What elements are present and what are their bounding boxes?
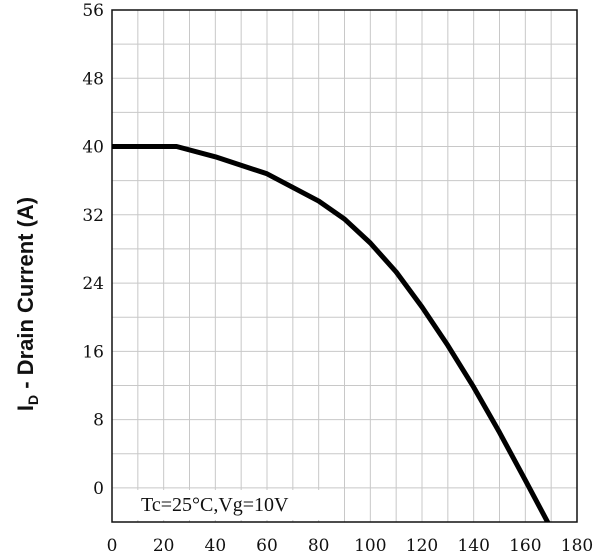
plot-border [111, 9, 578, 523]
x-tick-label: 100 [354, 536, 386, 556]
y-axis-label-subscript: D [25, 395, 41, 405]
x-tick-label: 140 [457, 536, 489, 556]
x-tick-label: 160 [509, 536, 541, 556]
x-tick-label: 0 [107, 536, 118, 556]
annotation-background [134, 490, 330, 520]
y-tick-label: 56 [82, 1, 104, 21]
annotation-text: Tc=25°C,Vg=10V [141, 494, 289, 516]
y-tick-label: 16 [82, 342, 104, 362]
y-tick-label: 32 [82, 206, 104, 226]
x-tick-label: 40 [205, 536, 227, 556]
grid-minor [111, 9, 578, 523]
y-tick-label: 0 [93, 479, 104, 499]
y-axis-label-text: - Drain Current (A) [13, 197, 38, 395]
x-tick-label: 60 [256, 536, 278, 556]
y-tick-label: 48 [82, 69, 104, 89]
y-tick-label: 40 [82, 138, 104, 158]
y-axis-label-symbol: I [13, 405, 38, 411]
x-tick-label: 80 [308, 536, 330, 556]
x-tick-labels: 0 20 40 60 80 100 120 140 160 180 [107, 536, 594, 556]
x-tick-label: 120 [406, 536, 438, 556]
annotation-box: Tc=25°C,Vg=10V [134, 490, 330, 520]
y-tick-label: 24 [82, 274, 104, 294]
series-line [112, 144, 551, 522]
y-axis-label: ID - Drain Current (A) [13, 197, 41, 411]
x-tick-label: 180 [561, 536, 593, 556]
x-tick-label: 20 [153, 536, 175, 556]
series-layer [112, 144, 551, 522]
y-tick-label: 8 [93, 411, 104, 431]
y-tick-labels: 0 8 16 24 32 40 48 56 [82, 1, 104, 499]
